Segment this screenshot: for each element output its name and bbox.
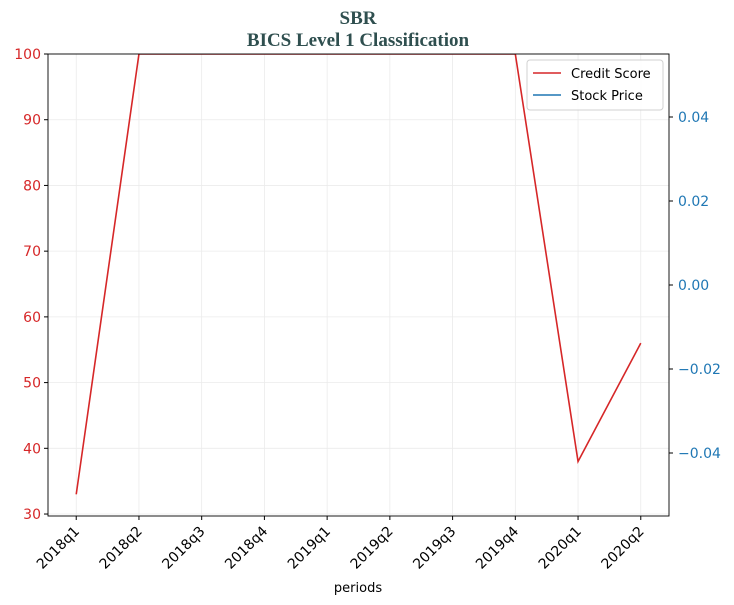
x-tick-label: 2019q4	[473, 523, 522, 572]
y-tick-label: 50	[23, 376, 41, 392]
y2-tick-label: 0.02	[678, 194, 709, 210]
x-tick-label: 2019q2	[348, 524, 397, 573]
y-tick-label: 70	[23, 244, 41, 260]
y-tick-label: 100	[14, 47, 41, 63]
y-tick-label: 40	[23, 441, 41, 457]
y-tick-label: 80	[23, 178, 41, 194]
y2-tick-label: 0.00	[678, 278, 709, 294]
x-axis-label: periods	[334, 581, 382, 596]
legend-label: Credit Score	[571, 67, 651, 82]
y-tick-label: 60	[23, 310, 41, 326]
x-tick-label: 2019q3	[410, 524, 459, 573]
chart-subtitle: BICS Level 1 Classification	[247, 30, 470, 51]
x-tick-label: 2020q1	[536, 524, 585, 573]
y-tick-label: 30	[23, 507, 41, 523]
y2-tick-label: −0.02	[678, 362, 721, 378]
x-tick-label: 2018q3	[159, 524, 208, 573]
x-tick-label: 2018q2	[97, 524, 146, 573]
plot-frame	[47, 53, 670, 517]
y2-tick-label: −0.04	[678, 446, 721, 462]
y2-tick-label: 0.04	[678, 110, 709, 126]
y-tick-label: 90	[23, 113, 41, 129]
legend-label: Stock Price	[571, 89, 643, 104]
series-line	[75, 54, 642, 495]
x-tick-label: 2018q1	[34, 524, 83, 573]
x-tick-label: 2018q4	[222, 523, 271, 572]
chart-title: SBR	[340, 8, 377, 29]
x-tick-label: 2020q2	[599, 524, 648, 573]
x-tick-label: 2019q1	[285, 524, 334, 573]
